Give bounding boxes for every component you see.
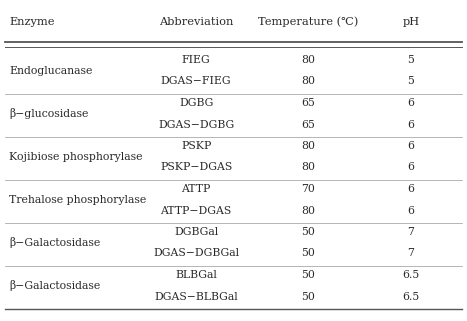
Text: 80: 80: [301, 141, 315, 151]
Text: 6: 6: [408, 119, 414, 129]
Text: 80: 80: [301, 205, 315, 215]
Text: 50: 50: [301, 248, 315, 258]
Text: 80: 80: [301, 76, 315, 86]
Text: 50: 50: [301, 291, 315, 301]
Text: β−glucosidase: β−glucosidase: [9, 108, 89, 119]
Text: Kojibiose phosphorylase: Kojibiose phosphorylase: [9, 152, 143, 162]
Text: DGAS−DGBGal: DGAS−DGBGal: [153, 248, 239, 258]
Text: 70: 70: [301, 184, 315, 194]
Text: PSKP: PSKP: [181, 141, 212, 151]
Text: DGAS−DGBG: DGAS−DGBG: [158, 119, 234, 129]
Text: 5: 5: [408, 55, 414, 65]
Text: Enzyme: Enzyme: [9, 17, 55, 27]
Text: ATTP: ATTP: [182, 184, 211, 194]
Text: Temperature (℃): Temperature (℃): [258, 17, 358, 27]
Text: 6: 6: [408, 205, 414, 215]
Text: 6.5: 6.5: [403, 270, 419, 280]
Text: 80: 80: [301, 55, 315, 65]
Text: 7: 7: [408, 227, 414, 237]
Text: DGBGal: DGBGal: [174, 227, 218, 237]
Text: 5: 5: [408, 76, 414, 86]
Text: 65: 65: [301, 119, 315, 129]
Text: 50: 50: [301, 227, 315, 237]
Text: DGAS−BLBGal: DGAS−BLBGal: [154, 291, 238, 301]
Text: 80: 80: [301, 162, 315, 172]
Text: 7: 7: [408, 248, 414, 258]
Text: 50: 50: [301, 270, 315, 280]
Text: 6: 6: [408, 184, 414, 194]
Text: 6: 6: [408, 141, 414, 151]
Text: DGBG: DGBG: [179, 98, 213, 108]
Text: Abbreviation: Abbreviation: [159, 17, 234, 27]
Text: BLBGal: BLBGal: [175, 270, 217, 280]
Text: 65: 65: [301, 98, 315, 108]
Text: ATTP−DGAS: ATTP−DGAS: [161, 205, 232, 215]
Text: Trehalose phosphorylase: Trehalose phosphorylase: [9, 195, 147, 205]
Text: pH: pH: [403, 17, 419, 27]
Text: DGAS−FIEG: DGAS−FIEG: [161, 76, 232, 86]
Text: 6: 6: [408, 98, 414, 108]
Text: 6: 6: [408, 162, 414, 172]
Text: FIEG: FIEG: [182, 55, 211, 65]
Text: β−Galactosidase: β−Galactosidase: [9, 237, 100, 248]
Text: PSKP−DGAS: PSKP−DGAS: [160, 162, 232, 172]
Text: 6.5: 6.5: [403, 291, 419, 301]
Text: β−Galactosidase: β−Galactosidase: [9, 280, 100, 291]
Text: Endoglucanase: Endoglucanase: [9, 66, 93, 76]
